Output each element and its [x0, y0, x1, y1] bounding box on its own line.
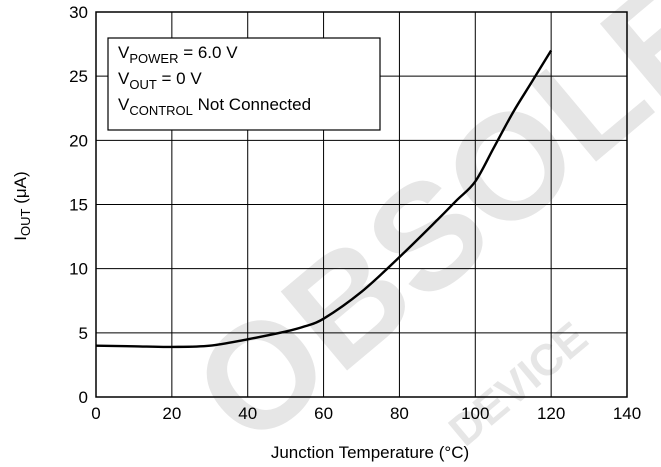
y-tick-label: 5 [79, 324, 88, 343]
y-tick-label: 15 [69, 196, 88, 215]
y-tick-label: 30 [69, 3, 88, 22]
y-axis-label-main: I [11, 236, 30, 241]
y-tick-label: 25 [69, 67, 88, 86]
x-tick-label: 20 [162, 404, 181, 423]
y-axis-label-tail: (μA) [11, 171, 30, 208]
y-axis-label-sub: OUT [18, 208, 33, 236]
x-tick-label: 100 [461, 404, 489, 423]
series-line [95, 49, 553, 349]
y-tick-label: 10 [69, 260, 88, 279]
annotation-frame [107, 37, 381, 131]
annotation-value: = 6.0 V [178, 43, 238, 62]
annotation-subscript: POWER [129, 51, 178, 66]
annotation-line: VPOWER = 6.0 V [118, 43, 238, 66]
annotation-line: VOUT = 0 V [118, 69, 202, 92]
annotation-subscript: OUT [129, 77, 157, 92]
annotation-value: = 0 V [157, 69, 203, 88]
x-tick-label: 120 [537, 404, 565, 423]
annotation-subscript: CONTROL [129, 103, 193, 118]
x-tick-label: 0 [91, 404, 100, 423]
tick-labels: 0 20 40 60 80 100 120 140 0 5 10 15 20 25 30 [69, 3, 641, 423]
x-tick-label: 40 [238, 404, 257, 423]
annotation-value: Not Connected [193, 95, 311, 114]
plot-frame [95, 11, 628, 398]
y-tick-label: 0 [79, 388, 88, 407]
annotation-symbol: V [118, 95, 130, 114]
watermark-secondary: DEVICE [440, 313, 597, 456]
x-axis-label: Junction Temperature (°C) [271, 443, 469, 462]
x-tick-label: 140 [613, 404, 641, 423]
y-tick-label: 20 [69, 131, 88, 150]
x-tick-label: 60 [314, 404, 333, 423]
annotation-line: VCONTROL Not Connected [118, 95, 311, 118]
x-tick-label: 80 [390, 404, 409, 423]
annotation-symbol: V [118, 43, 130, 62]
annotation-symbol: V [118, 69, 130, 88]
y-axis-label: IOUT (μA) [11, 171, 33, 240]
